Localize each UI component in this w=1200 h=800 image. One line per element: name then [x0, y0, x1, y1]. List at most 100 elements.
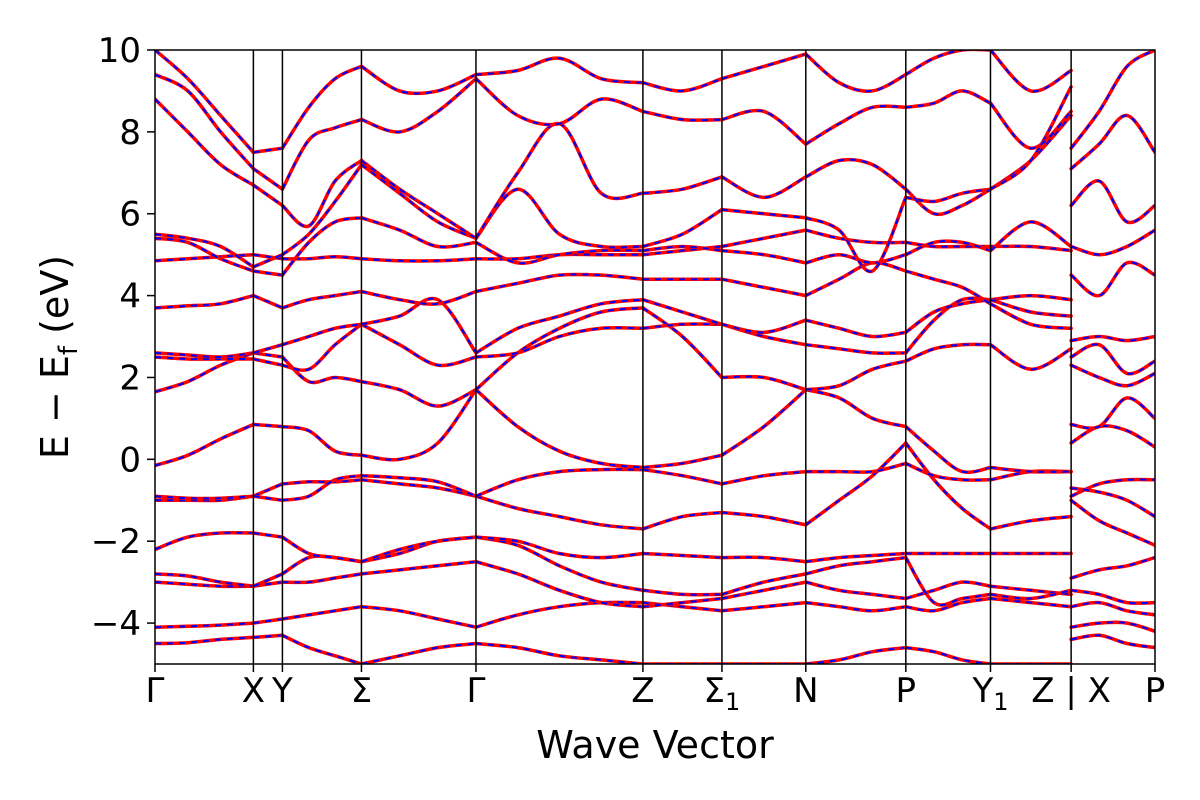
- band-line-seg0-b7: [155, 422, 256, 468]
- band-dash-seg1-b5: [252, 482, 283, 498]
- band-dash-seg6-b10: [721, 319, 807, 334]
- band-dash-seg4-b9: [475, 326, 643, 358]
- band-dash-seg1-b15: [252, 184, 283, 207]
- band-dash-seg10-b17: [1070, 50, 1155, 149]
- y-tick-label-3: 4: [119, 277, 141, 317]
- band-line-seg9-b8: [988, 342, 1073, 372]
- band-dash-seg8-b1: [905, 597, 991, 612]
- y-axis: 10 8 6 4 2 0 −2 −4: [91, 31, 155, 644]
- band-dash-seg10-b0: [1070, 634, 1155, 649]
- band-dash-seg7-b3: [805, 556, 906, 575]
- x-tick-label-0: Γ: [146, 671, 165, 711]
- band-dash-seg4-b3: [475, 536, 644, 592]
- band-dash-seg10-b4: [1070, 556, 1155, 579]
- band-dash-seg7-b9: [805, 343, 906, 355]
- band-line-seg4-b6: [474, 467, 645, 498]
- x-tick-label-1: X: [242, 671, 265, 711]
- band-dash-seg6-b12: [721, 229, 806, 248]
- band-line-seg10-b16: [1069, 113, 1155, 171]
- band-dash-seg9-b15: [989, 86, 1072, 191]
- band-dash-seg6-b3: [721, 572, 806, 596]
- band-dash-seg2-b15: [281, 159, 363, 228]
- band-dash-seg8-b10: [905, 298, 991, 334]
- band-dash-seg7-b16: [805, 105, 906, 145]
- band-line-seg4-b15: [474, 121, 645, 241]
- band-line-seg4-b3: [474, 535, 645, 593]
- band-dash-seg9-b2: [990, 585, 1072, 596]
- band-dash-seg10-b3: [1070, 589, 1155, 605]
- band-line-seg0-b16: [155, 72, 256, 171]
- band-dash-seg10-b7: [1070, 487, 1155, 518]
- band-dash-seg5-b4: [642, 552, 722, 559]
- band-dash-seg3-b14: [360, 163, 477, 240]
- band-line-seg10-b13: [1069, 260, 1155, 298]
- band-dash-seg9-b17: [989, 50, 1072, 93]
- band-dash-seg9-b11: [990, 302, 1072, 330]
- band-line-seg8-b16: [904, 89, 993, 110]
- band-dash-seg10-b10: [1070, 364, 1155, 387]
- band-dash-seg3-b6: [361, 474, 477, 498]
- band-dash-seg8-b6: [905, 462, 991, 482]
- band-dash-seg10-b16: [1070, 114, 1155, 170]
- band-dash-seg2-b1: [282, 605, 362, 620]
- band-dash-seg4-b1: [475, 601, 643, 629]
- band-dash-seg7-b15: [805, 158, 907, 191]
- band-line-seg9-b10: [988, 297, 1073, 318]
- band-dash-seg4-b16: [475, 77, 644, 126]
- band-dash-seg3-b4: [361, 536, 477, 563]
- band-dash-seg6-b14: [721, 208, 806, 219]
- band-line-seg4-b8: [474, 306, 645, 392]
- band-dash-seg0-b3: [155, 572, 254, 588]
- band-dash-seg6-b1: [721, 601, 806, 612]
- band-dash-seg2-b11: [282, 290, 362, 309]
- band-dash-seg0-b14: [155, 233, 254, 268]
- y-axis-title: E − Ef (eV): [33, 255, 84, 459]
- band-dash-seg6-b17: [721, 53, 807, 80]
- band-dash-seg5-b6: [642, 468, 723, 485]
- band-line-seg4-b5: [474, 494, 645, 531]
- band-dash-seg1-b16: [252, 167, 283, 191]
- band-dash-seg0-b9: [155, 356, 254, 361]
- y-axis-title-unit: (eV): [33, 255, 77, 346]
- band-line-seg6-b8: [720, 374, 808, 392]
- band-dash-seg3-b8: [361, 380, 477, 408]
- band-dash-seg3-b7: [361, 389, 477, 461]
- band-dash-seg8-b5: [905, 442, 992, 530]
- band-dash-seg0-b13: [155, 237, 254, 272]
- band-dash-seg10-b11: [1070, 343, 1155, 375]
- band-line-seg9-b17: [988, 50, 1073, 93]
- band-dash-seg2-b4: [281, 536, 362, 563]
- band-dash-seg9-b7: [990, 466, 1072, 473]
- band-dash-seg8-b3: [904, 557, 991, 607]
- band-dash-seg2-b9: [282, 323, 363, 372]
- y-tick-label-7: −4: [91, 604, 141, 644]
- band-dash-seg9-b13: [989, 220, 1072, 252]
- band-line-seg5-b14: [641, 207, 724, 249]
- band-dash-seg6-b4: [721, 556, 806, 563]
- band-line-seg3-b17: [359, 64, 478, 96]
- bands-layer: [155, 50, 1155, 664]
- band-dash-seg4-b17: [475, 57, 643, 84]
- band-dash-seg0-b10: [155, 351, 254, 359]
- band-dash-seg7-b7: [805, 388, 907, 428]
- band-dash-seg1-b14: [253, 253, 283, 268]
- x-tick-label-2: Y: [271, 671, 293, 711]
- band-dash-seg7-b11: [805, 261, 907, 297]
- band-dash-seg10-b1: [1070, 621, 1155, 633]
- band-line-seg7-b5: [804, 441, 908, 527]
- band-dash-seg8-b16: [905, 89, 991, 109]
- band-dash-seg0-b4: [155, 531, 254, 551]
- band-dash-seg3-b9: [361, 323, 477, 367]
- band-line-seg2-b13: [280, 216, 364, 277]
- band-dash-seg7-b2: [805, 581, 906, 600]
- band-dash-seg5-b17: [642, 77, 723, 92]
- band-dash-seg1-b9: [253, 358, 283, 367]
- band-dash-seg5-b14: [642, 208, 723, 248]
- band-dash-seg4-b4: [475, 536, 643, 559]
- band-line-seg3-b15: [359, 158, 478, 241]
- band-line-seg8-b10: [904, 297, 993, 335]
- band-dash-seg3-b11: [361, 290, 477, 306]
- band-dash-seg5-b9: [642, 322, 722, 330]
- band-dash-seg3-b0: [361, 642, 477, 664]
- band-dash-seg4-b0: [475, 642, 643, 664]
